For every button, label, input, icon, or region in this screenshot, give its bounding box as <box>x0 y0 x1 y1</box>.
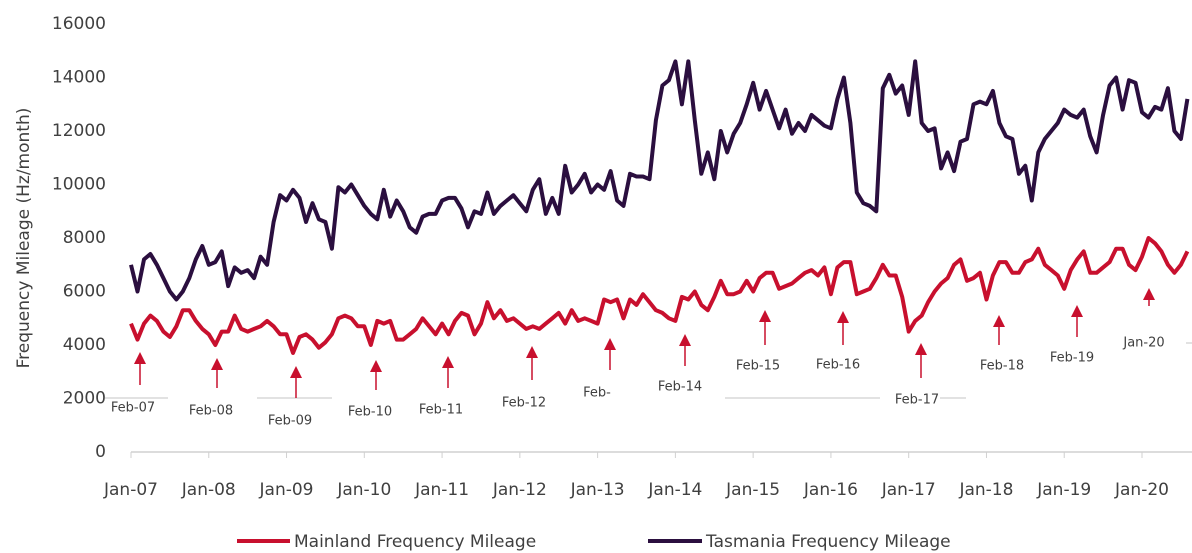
annotation-arrowhead <box>211 358 223 370</box>
x-tick-label: Jan-19 <box>1036 480 1091 500</box>
x-tick-label: Jan-15 <box>725 480 780 500</box>
y-tick-label: 16000 <box>52 14 106 34</box>
y-tick-label: 12000 <box>52 121 106 141</box>
annotation-arrowhead <box>290 366 302 378</box>
x-tick-label: Jan-11 <box>414 480 469 500</box>
annotation-label: Feb-07 <box>111 401 155 416</box>
annotation-arrowhead <box>604 338 616 350</box>
annotation-arrowhead <box>1143 288 1155 300</box>
y-tick-label: 10000 <box>52 175 106 195</box>
y-axis-label: Frequency Mileage (Hz/month) <box>14 108 34 369</box>
annotation-label: Feb-11 <box>419 403 463 418</box>
x-tick-label: Jan-08 <box>181 480 236 500</box>
x-tick-label: Jan-17 <box>881 480 936 500</box>
annotation-label: Feb-15 <box>736 359 780 374</box>
x-tick-label: Jan-07 <box>103 480 158 500</box>
annotation-arrowhead <box>370 360 382 372</box>
annotation-arrowhead <box>526 346 538 358</box>
y-tick-label: 14000 <box>52 68 106 88</box>
annotation-label: Feb-18 <box>980 359 1024 374</box>
legend-label: Mainland Frequency Mileage <box>294 532 536 552</box>
x-tick-label: Jan-18 <box>958 480 1013 500</box>
y-tick-label: 8000 <box>63 228 106 248</box>
annotation-arrowhead <box>915 343 927 355</box>
annotation-label: Feb-14 <box>658 380 702 395</box>
annotation-arrowhead <box>837 311 849 323</box>
annotation-label: Feb-17 <box>895 393 939 408</box>
annotation-label: Feb-16 <box>816 358 860 373</box>
x-tick-label: Jan-14 <box>647 480 702 500</box>
annotation-arrowhead <box>679 334 691 346</box>
annotation-arrowhead <box>1071 305 1083 317</box>
y-tick-label: 4000 <box>63 335 106 355</box>
x-tick-label: Jan-13 <box>570 480 625 500</box>
annotation-arrowhead <box>759 310 771 322</box>
y-tick-label: 2000 <box>63 389 106 409</box>
series-line <box>129 59 1190 302</box>
x-tick-label: Jan-16 <box>803 480 858 500</box>
annotation-label: Feb-09 <box>268 414 312 429</box>
annotation-label: Feb-12 <box>502 396 546 411</box>
x-tick-label: Jan-09 <box>259 480 314 500</box>
series-line <box>129 236 1190 355</box>
annotation-label: Feb-19 <box>1050 351 1094 366</box>
y-tick-label: 0 <box>95 442 106 462</box>
x-tick-label: Jan-12 <box>492 480 547 500</box>
x-tick-label: Jan-10 <box>336 480 391 500</box>
legend-label: Tasmania Frequency Mileage <box>705 532 951 552</box>
annotation-label: Jan-20 <box>1122 336 1164 351</box>
annotation-label: Feb-08 <box>189 404 233 419</box>
annotation-label: Feb-10 <box>348 405 392 420</box>
annotation-arrowhead <box>442 356 454 368</box>
annotation-label: Feb- <box>583 386 611 401</box>
annotation-arrowhead <box>993 315 1005 327</box>
annotation-rules <box>105 342 1192 399</box>
y-tick-label: 6000 <box>63 282 106 302</box>
annotation-arrowhead <box>134 352 146 364</box>
x-tick-label: Jan-20 <box>1114 480 1169 500</box>
